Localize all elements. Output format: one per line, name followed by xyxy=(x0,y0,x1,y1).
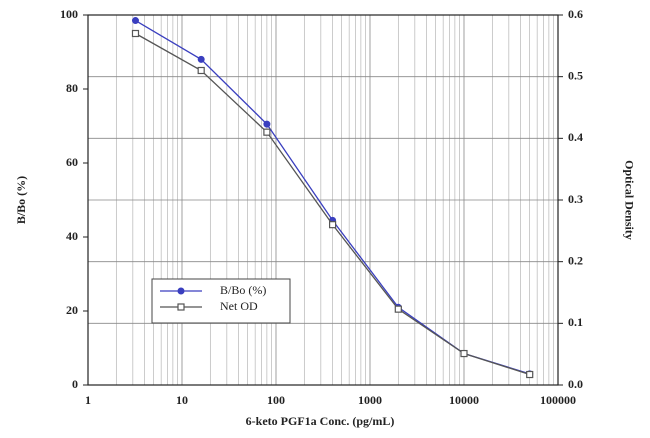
y2-tick-label: 0.5 xyxy=(568,68,583,82)
legend-box xyxy=(151,278,291,324)
plot-frame xyxy=(87,14,559,386)
marker xyxy=(526,370,534,379)
marker xyxy=(177,287,185,295)
y-tick-label: 80 xyxy=(66,81,78,95)
y-tick-label: 0 xyxy=(72,377,78,391)
x-tick-label: 10 xyxy=(176,393,188,407)
marker xyxy=(131,17,139,25)
marker xyxy=(177,303,185,311)
y-tick-label: 40 xyxy=(66,229,78,243)
x-tick-label: 100000 xyxy=(540,393,576,407)
y2-tick-label: 0.1 xyxy=(568,315,583,329)
marker xyxy=(197,66,205,75)
y2-tick-label: 0.2 xyxy=(568,253,583,267)
x-tick-label: 10000 xyxy=(449,393,479,407)
y2-tick-label: 0.3 xyxy=(568,192,583,206)
x-axis-label: 6-keto PGF1a Conc. (pg/mL) xyxy=(246,414,395,428)
x-tick-label: 1000 xyxy=(358,393,382,407)
legend-label: B/Bo (%) xyxy=(220,283,266,297)
marker xyxy=(131,29,140,38)
marker xyxy=(263,128,271,136)
y-axis-label: B/Bo (%) xyxy=(14,176,28,224)
y2-tick-label: 0.0 xyxy=(568,377,583,391)
y-tick-label: 100 xyxy=(60,7,78,21)
marker xyxy=(394,305,402,313)
y2-tick-label: 0.4 xyxy=(568,130,583,144)
y-tick-label: 60 xyxy=(66,155,78,169)
y-tick-label: 20 xyxy=(66,303,78,317)
x-tick-label: 100 xyxy=(267,393,285,407)
marker xyxy=(197,55,205,63)
y2-tick-label: 0.6 xyxy=(568,7,583,21)
x-tick-label: 1 xyxy=(85,393,91,407)
marker xyxy=(460,349,468,358)
marker xyxy=(328,221,337,229)
legend-label: Net OD xyxy=(220,299,258,313)
marker xyxy=(263,120,271,128)
y2-axis-label: Optical Density xyxy=(622,160,636,240)
